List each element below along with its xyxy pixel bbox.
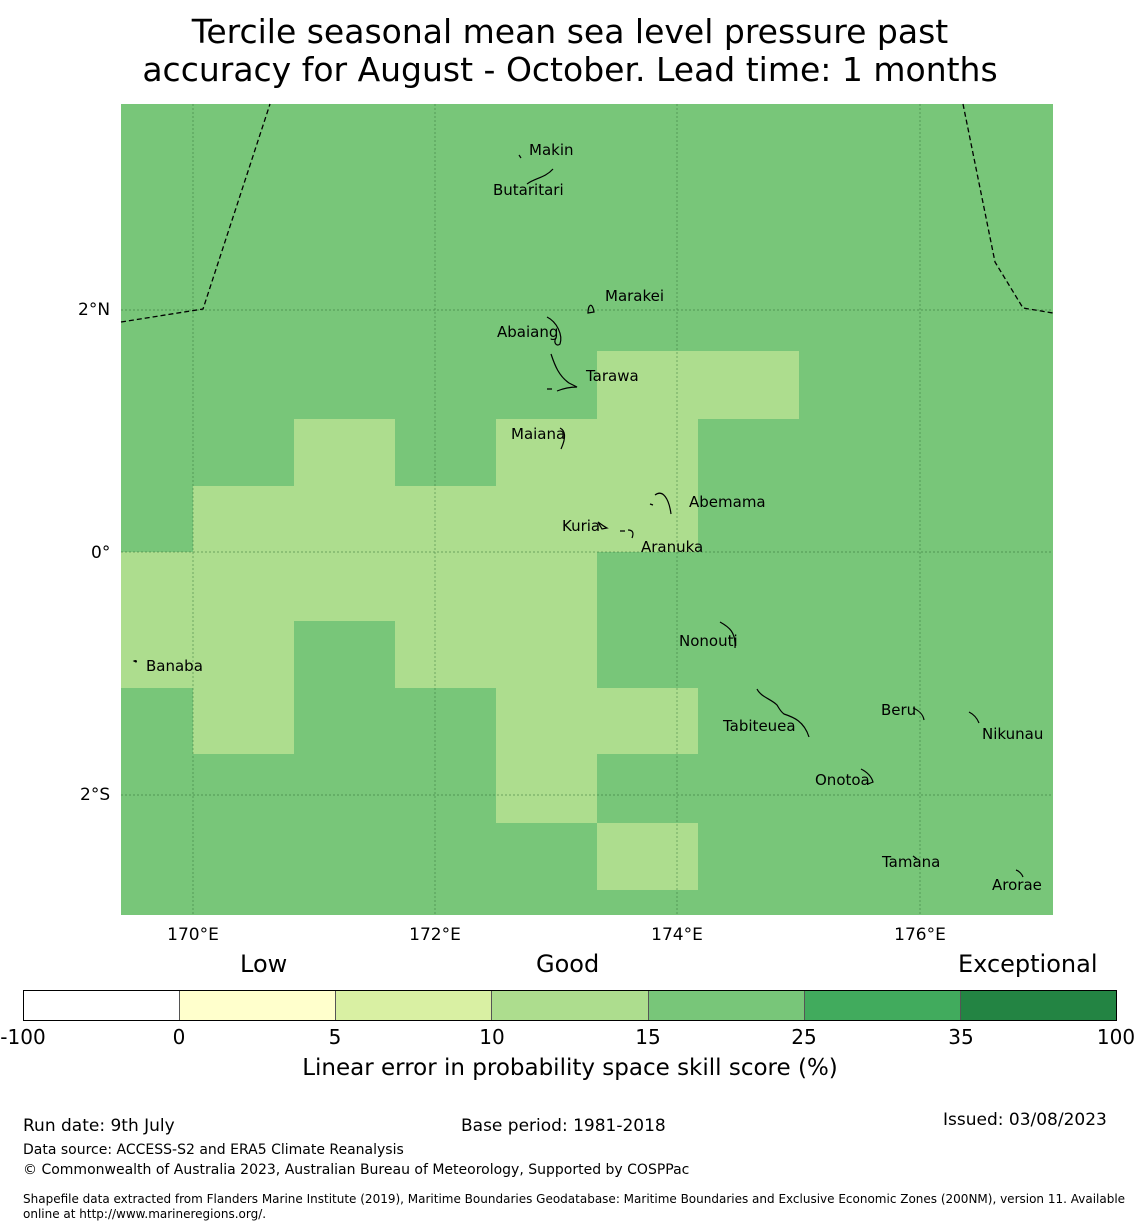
lon-label-172e: 172°E (409, 925, 461, 945)
lat-label-2n: 2°N (78, 300, 110, 320)
island-label-tarawa: Tarawa (585, 367, 639, 385)
island-outline-tarawa (547, 353, 578, 392)
island-outline-tabiteuea (756, 688, 810, 738)
island-label-tabiteuea: Tabiteuea (722, 717, 796, 735)
island-label-maiana: Maiana (511, 425, 565, 443)
island-outline-abemama (649, 492, 672, 515)
island-label-onotoa: Onotoa (815, 771, 870, 789)
colorbar-segment (180, 991, 337, 1020)
grid-cell-10-15 (597, 351, 799, 419)
island-label-makin: Makin (529, 141, 574, 159)
island-label-beru: Beru (881, 701, 916, 719)
colorbar-segment (804, 991, 961, 1020)
grid-cell-10-15 (496, 419, 698, 486)
colorbar-tick: 25 (791, 1025, 817, 1049)
island-outline-banaba (132, 659, 137, 663)
island-outline-nikunau (968, 711, 980, 724)
island-outlines (132, 154, 1024, 878)
island-outline-nonouti (719, 621, 736, 649)
island-outline-aranuka (620, 529, 634, 539)
grid-cell-10-15 (496, 754, 597, 823)
island-outline-maiana (559, 427, 566, 450)
lon-label-174e: 174°E (651, 925, 703, 945)
title-line-1: Tercile seasonal mean sea level pressure… (191, 12, 949, 51)
issued-date: Issued: 03/08/2023 (943, 1110, 1107, 1130)
grid-cell-10-15 (294, 419, 395, 486)
island-label-kuria: Kuria (562, 517, 600, 535)
lon-label-170e: 170°E (167, 925, 219, 945)
island-outline-onotoa (860, 768, 874, 785)
eez-boundary-west (120, 103, 271, 323)
island-outline-kuria (597, 521, 609, 530)
colorbar-label: Linear error in probability space skill … (302, 1055, 838, 1081)
island-label-arorae: Arorae (992, 876, 1042, 894)
title-line-2: accuracy for August - October. Lead time… (142, 50, 998, 89)
colorbar-segment (336, 991, 493, 1020)
grid-cell-10-15 (395, 621, 597, 688)
colorbar-category-exceptional: Exceptional (958, 950, 1098, 978)
island-label-aranuka: Aranuka (641, 538, 703, 556)
lat-label-0: 0° (91, 543, 110, 563)
grid-cell-10-15 (121, 621, 294, 688)
colorbar-segment (24, 991, 181, 1020)
grid-cell-10-15 (597, 823, 698, 890)
shapefile-credit: Shapefile data extracted from Flanders M… (23, 1192, 1126, 1221)
colorbar-segment (960, 991, 1116, 1020)
data-source: Data source: ACCESS-S2 and ERA5 Climate … (23, 1142, 404, 1158)
run-date: Run date: 9th July (23, 1116, 175, 1136)
island-outline-makin (518, 154, 522, 159)
island-label-butaritari: Butaritari (493, 181, 564, 199)
colorbar-tick: 15 (635, 1025, 661, 1049)
island-outline-marakei (587, 304, 595, 314)
colorbar-segment (648, 991, 805, 1020)
lat-label-2s: 2°S (80, 785, 110, 805)
colorbar-category-good: Good (536, 950, 600, 978)
island-label-tamana: Tamana (881, 853, 940, 871)
colorbar-tick: 35 (948, 1025, 974, 1049)
lon-label-176e: 176°E (894, 925, 946, 945)
island-label-nikunau: Nikunau (982, 725, 1043, 743)
colorbar-tick: 100 (1096, 1025, 1136, 1049)
eez-boundaries (120, 103, 1054, 323)
map: Makin Butaritari Marakei Abaiang Tarawa … (78, 103, 1054, 945)
gridlines (121, 104, 1053, 915)
colorbar (23, 990, 1117, 1021)
eez-boundary-east (962, 103, 1054, 314)
grid-cell-10-15 (193, 688, 294, 754)
island-label-banaba: Banaba (146, 657, 203, 675)
colorbar-category-low: Low (240, 950, 288, 978)
grid-cell-10-15 (496, 688, 698, 754)
island-label-abemama: Abemama (689, 493, 766, 511)
copyright: © Commonwealth of Australia 2023, Austra… (23, 1162, 690, 1178)
grid-cell-10-15 (193, 486, 698, 552)
grid-cell-10-15 (121, 552, 597, 621)
colorbar-tick: 5 (328, 1025, 342, 1049)
colorbar-tick: -100 (0, 1025, 46, 1049)
island-label-marakei: Marakei (605, 287, 664, 305)
skill-grid (121, 104, 1053, 915)
island-outline-beru (912, 707, 925, 721)
island-outline-abaiang (546, 316, 562, 346)
island-outline-butaritari (526, 168, 554, 185)
island-label-nonouti: Nonouti (679, 632, 738, 650)
island-outline-arorae (1015, 869, 1024, 878)
colorbar-segment (492, 991, 649, 1020)
island-outline-tamana (912, 855, 918, 860)
colorbar-tick: 0 (172, 1025, 186, 1049)
colorbar-tick: 10 (479, 1025, 505, 1049)
base-period: Base period: 1981-2018 (461, 1116, 666, 1136)
island-label-abaiang: Abaiang (497, 323, 558, 341)
